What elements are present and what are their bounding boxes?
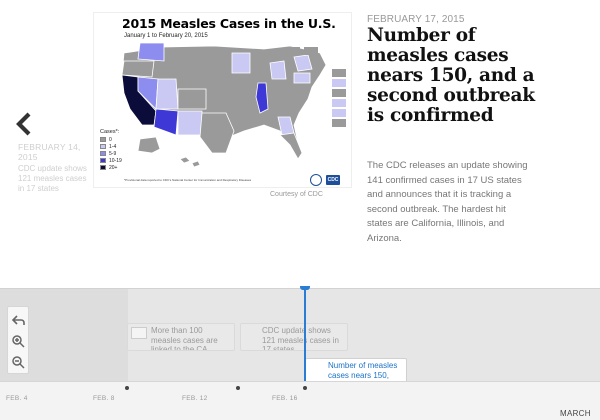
- axis-label: FEB. 16: [272, 395, 298, 402]
- legend-label: 0: [109, 136, 112, 143]
- axis-label: FEB. 8: [93, 395, 115, 402]
- legend-swatch: [100, 158, 106, 163]
- legend-label: 20+: [109, 164, 118, 171]
- timeline-marker[interactable]: More than 100 measles cases are linked t…: [127, 323, 235, 351]
- zoom-out-icon: [12, 356, 25, 369]
- us-map-graphic: [121, 42, 346, 168]
- legend-label: 10-19: [109, 157, 122, 164]
- cdc-logo: CDC: [326, 175, 340, 185]
- legend-swatch: [100, 165, 106, 170]
- back-to-start-button[interactable]: [11, 313, 26, 328]
- timeline-marker[interactable]: CDC update shows 121 measles cases in 17…: [240, 323, 348, 351]
- map-title: 2015 Measles Cases in the U.S.: [122, 16, 336, 31]
- legend-row: 0: [100, 136, 122, 143]
- timeline-zoom-controls: [7, 306, 29, 374]
- previous-slide-preview[interactable]: FEBRUARY 14, 2015 CDC update shows 121 m…: [18, 142, 88, 194]
- timeline-axis: FEB. 4 FEB. 8 FEB. 12 FEB. 16 MARCH: [0, 381, 600, 420]
- event-dot: [125, 386, 129, 390]
- legend-row: 20+: [100, 164, 122, 171]
- slide-date: February 17, 2015: [367, 14, 465, 25]
- measles-map-image: 2015 Measles Cases in the U.S. January 1…: [93, 12, 352, 188]
- slide-body: The CDC releases an update showing 141 c…: [367, 160, 528, 244]
- legend-label: 1-4: [109, 143, 117, 150]
- previous-slide-button[interactable]: [14, 112, 36, 136]
- current-position-line: [304, 288, 306, 398]
- media-credit: Courtesy of CDC: [270, 191, 323, 198]
- marker-thumbnail: [131, 327, 147, 339]
- map-subtitle: January 1 to February 20, 2015: [124, 33, 208, 39]
- slide: FEBRUARY 14, 2015 CDC update shows 121 m…: [14, 12, 536, 244]
- current-position-handle[interactable]: [300, 286, 310, 290]
- axis-ticks: [0, 382, 600, 394]
- zoom-out-button[interactable]: [11, 355, 26, 370]
- axis-label: FEB. 4: [6, 395, 28, 402]
- legend-swatch: [100, 151, 106, 156]
- legend-label: 5-9: [109, 150, 117, 157]
- zoom-in-button[interactable]: [11, 334, 26, 349]
- axis-label-month: MARCH: [560, 409, 591, 418]
- timeline-navigator[interactable]: More than 100 measles cases are linked t…: [0, 286, 600, 420]
- chevron-left-icon: [16, 112, 31, 136]
- event-dot: [303, 386, 307, 390]
- event-dot: [236, 386, 240, 390]
- legend-swatch: [100, 137, 106, 142]
- legend-row: 1-4: [100, 143, 122, 150]
- marker-text: CDC update shows 121 measles cases in 17…: [262, 326, 339, 351]
- legend-row: 10-19: [100, 157, 122, 164]
- hhs-seal-icon: [310, 174, 322, 186]
- slide-headline: Number of measles cases nears 150, and a…: [367, 25, 535, 126]
- previous-slide-text: CDC update shows 121 measles cases in 17…: [18, 164, 87, 193]
- legend-row: 5-9: [100, 150, 122, 157]
- previous-slide-date: FEBRUARY 14, 2015: [18, 142, 81, 162]
- map-footnote: *Provisional data reported to CDC's Nati…: [124, 178, 252, 182]
- legend-title: Cases*:: [100, 129, 120, 135]
- map-legend: Cases*: 0 1-4 5-9 10-19 20+: [100, 129, 122, 171]
- legend-swatch: [100, 144, 106, 149]
- axis-label: FEB. 12: [182, 395, 208, 402]
- zoom-in-icon: [12, 335, 25, 348]
- back-arrow-icon: [11, 315, 25, 325]
- marker-text: More than 100 measles cases are linked t…: [151, 326, 218, 351]
